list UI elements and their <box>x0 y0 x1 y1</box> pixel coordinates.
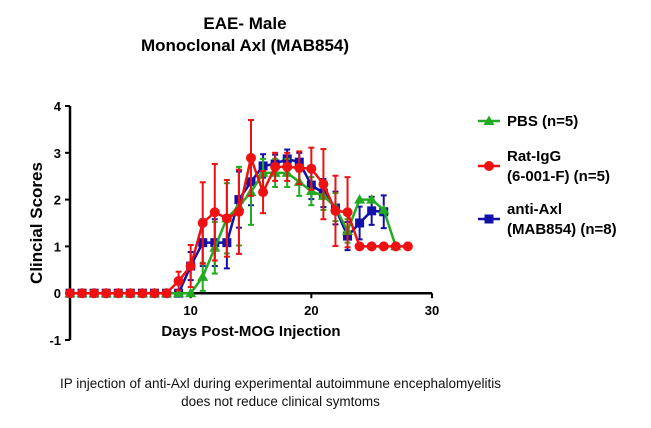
data-point <box>366 241 377 252</box>
caption-line-2: does not reduce clinical symtoms <box>181 394 380 409</box>
legend-label: anti-Axl <box>507 201 562 218</box>
data-point <box>282 161 293 172</box>
legend-item: anti-Axl (MAB854) (n=8) <box>478 201 617 238</box>
legend-item: Rat-IgG (6-001-F) (n=5) <box>478 148 610 185</box>
legend-item: PBS (n=5) <box>478 113 578 130</box>
data-point <box>197 218 208 228</box>
data-point <box>209 207 220 218</box>
data-point <box>270 161 281 172</box>
y-tick-label: 0 <box>54 286 61 301</box>
data-point <box>355 218 365 228</box>
data-point <box>246 152 256 163</box>
data-point <box>318 179 329 190</box>
data-point <box>306 163 317 174</box>
data-point <box>294 162 305 173</box>
data-point <box>330 205 341 216</box>
y-tick-label: -1 <box>49 333 61 348</box>
data-point <box>221 213 232 224</box>
data-point <box>354 194 366 204</box>
data-point <box>342 207 353 218</box>
data-point <box>89 288 100 299</box>
y-tick-label: 1 <box>54 239 61 254</box>
legend-marker-circle <box>484 161 494 171</box>
legend-label: (6-001-F) (n=5) <box>507 168 610 185</box>
data-point <box>390 241 401 252</box>
data-point <box>161 288 172 299</box>
data-point <box>185 261 196 272</box>
data-point <box>101 288 112 299</box>
series-circle <box>65 119 413 299</box>
legend-marker-triangle <box>483 115 495 125</box>
series-triangle <box>64 157 402 298</box>
data-point <box>113 288 124 299</box>
y-ticks: -1 0 1 2 3 4 <box>49 99 70 348</box>
y-tick-label: 4 <box>54 99 62 114</box>
data-point <box>378 241 389 252</box>
data-point <box>185 287 197 298</box>
legend-label: (MAB854) (n=8) <box>507 221 617 238</box>
data-point <box>77 288 88 299</box>
data-point <box>137 288 148 299</box>
data-point <box>173 287 185 298</box>
y-tick-label: 3 <box>54 146 61 161</box>
data-point <box>378 204 390 214</box>
x-tick-label: 20 <box>304 303 318 318</box>
x-axis-label: Days Post-MOG Injection <box>161 323 340 340</box>
y-axis-label: Clincial Scores <box>27 162 46 284</box>
data-point <box>258 187 269 198</box>
data-point <box>367 206 377 216</box>
data-point <box>233 206 244 217</box>
data-point <box>125 288 136 299</box>
data-point <box>197 271 209 281</box>
data-point <box>354 241 365 252</box>
data-point <box>402 241 413 252</box>
y-tick-label: 2 <box>54 193 61 208</box>
chart-title: EAE- Male <box>203 14 287 33</box>
x-tick-label: 30 <box>425 303 439 318</box>
data-point <box>149 288 160 299</box>
legend-label: PBS (n=5) <box>507 113 578 130</box>
x-ticks: 10 20 30 <box>183 293 439 318</box>
legend-label: Rat-IgG <box>507 148 561 165</box>
legend-marker-square <box>484 214 494 224</box>
caption-line-1: IP injection of anti-Axl during experime… <box>60 376 501 391</box>
x-tick-label: 10 <box>183 303 197 318</box>
series-layer <box>64 119 413 299</box>
chart-subtitle: Monoclonal Axl (MAB854) <box>140 36 350 55</box>
data-point <box>173 276 184 287</box>
data-point <box>366 194 378 204</box>
legend: PBS (n=5) Rat-IgG (6-001-F) (n=5) anti-Axl (… <box>478 113 617 238</box>
data-point <box>65 288 75 299</box>
